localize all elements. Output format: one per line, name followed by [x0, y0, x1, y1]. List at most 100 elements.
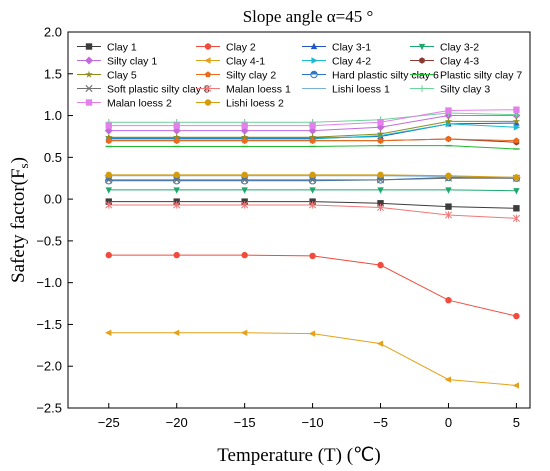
data-point: [105, 177, 113, 185]
data-point: [173, 176, 181, 184]
data-point: [512, 214, 520, 223]
legend-marker: [204, 84, 212, 93]
data-point: [445, 187, 452, 194]
legend-label: Lishi loess 2: [226, 97, 284, 109]
data-point: [376, 129, 385, 138]
x-tick-label: −5: [373, 415, 388, 430]
data-point: [105, 201, 113, 209]
data-point: [240, 177, 249, 185]
legend-entry: Clay 4-2: [302, 55, 371, 67]
data-point: [172, 133, 181, 141]
data-point: [309, 171, 316, 179]
y-tick-label: −1.5: [36, 317, 62, 332]
data-point: [444, 376, 452, 383]
legend-entry: Malan loess 2: [77, 97, 172, 109]
series-10: [105, 135, 520, 144]
data-point: [444, 117, 453, 125]
data-point: [445, 203, 452, 210]
data-point: [105, 251, 112, 259]
data-point: [241, 137, 248, 144]
series-4: [105, 187, 520, 195]
data-point: [241, 122, 248, 129]
data-point: [377, 261, 384, 269]
legend-marker: [418, 43, 426, 51]
legend-marker: [311, 57, 318, 64]
legend-entry: Clay 5: [77, 69, 137, 81]
data-point: [445, 172, 452, 179]
legend-entry: Clay 3-2: [410, 41, 479, 53]
y-tick-label: 0.0: [44, 192, 62, 207]
data-point: [105, 171, 112, 179]
data-point: [104, 329, 112, 336]
data-point: [172, 329, 180, 336]
data-point: [512, 382, 520, 389]
legend: Clay 1 Clay 2 Clay 3-1 Clay 3-2 Silty clay 1…: [77, 41, 522, 109]
y-tick-label: 1.5: [44, 66, 62, 81]
data-point: [308, 133, 317, 141]
legend-label: Hard plastic silty clay 6: [332, 69, 439, 81]
x-tick-label: 5: [513, 415, 520, 430]
data-point: [445, 135, 452, 142]
series-17: [105, 106, 520, 129]
legend-label: Silty clay 1: [107, 55, 157, 67]
chart-title: Slope angle α=45 °: [243, 7, 374, 26]
data-point: [172, 126, 181, 135]
data-point: [377, 137, 384, 144]
legend-entry: Clay 1: [77, 41, 137, 53]
legend-label: Silty clay 3: [440, 83, 490, 95]
data-point: [377, 119, 384, 126]
data-point: [241, 187, 248, 194]
data-point: [241, 176, 249, 184]
legend-label: Clay 4-3: [440, 55, 479, 67]
series-9: [104, 117, 521, 141]
y-tick-label: −2.0: [36, 359, 62, 374]
data-point: [512, 117, 521, 125]
data-point: [105, 187, 112, 194]
legend-label: Silty clay 2: [226, 69, 276, 81]
data-point: [173, 251, 180, 259]
legend-entry: Clay 2: [196, 41, 256, 53]
y-tick-label: −1.0: [36, 275, 62, 290]
data-point: [105, 176, 113, 184]
y-axis-label: Safety factor(Fs): [8, 157, 31, 283]
data-point: [173, 177, 181, 185]
data-point: [105, 137, 112, 144]
data-point: [309, 252, 316, 260]
data-point: [241, 251, 248, 259]
legend-marker: [419, 57, 425, 64]
legend-entry: Malan loess 1: [196, 83, 291, 95]
data-point: [444, 211, 453, 219]
legend-marker: [418, 85, 426, 92]
legend-label: Lishi loess 1: [332, 83, 390, 95]
y-tick-label: −0.5: [36, 233, 62, 248]
data-point: [241, 171, 248, 179]
data-point: [309, 122, 316, 129]
legend-label: Malan loess 2: [107, 97, 172, 109]
data-point: [513, 188, 520, 195]
legend-label: Malan loess 1: [226, 83, 291, 95]
axis-ticks: −25 −20 −15 −10 −5 0 5 −2.5 −2.0 −1.5 −1.0 −0.5 0.0 0…: [36, 25, 520, 431]
series-6: [104, 329, 520, 389]
series-12: [105, 144, 520, 150]
legend-entry: Plastic silty clay 7: [410, 69, 522, 81]
x-tick-label: −25: [98, 415, 120, 430]
data-point: [308, 126, 317, 135]
legend-entry: Silty clay 2: [196, 69, 276, 81]
legend-label: Clay 3-2: [440, 41, 479, 53]
legend-marker: [85, 84, 93, 93]
legend-entry: Lishi loess 2: [196, 97, 284, 109]
data-point: [376, 340, 384, 347]
legend-marker: [85, 70, 93, 78]
legend-label: Clay 3-1: [332, 41, 371, 53]
y-axis-label-end: ): [8, 157, 29, 163]
data-point: [513, 124, 521, 131]
y-axis-label-subscript: s: [16, 163, 31, 168]
series-14: [105, 201, 520, 223]
data-point: [308, 177, 317, 185]
legend-entry: Soft plastic silty clay 8: [77, 83, 210, 95]
data-point: [309, 137, 316, 144]
data-point: [513, 174, 520, 181]
data-point: [173, 122, 180, 129]
x-tick-label: −20: [166, 415, 188, 430]
